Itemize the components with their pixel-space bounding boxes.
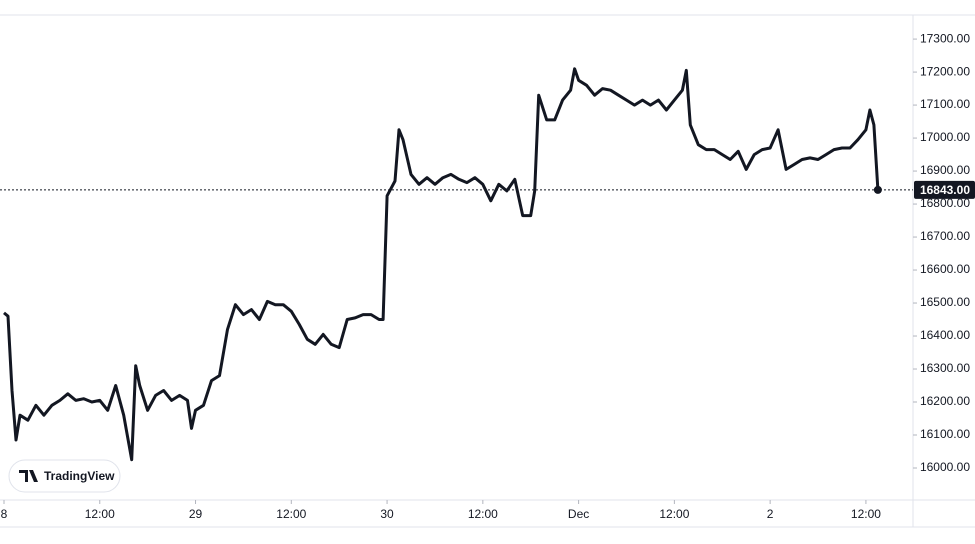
y-tick-label: 16300.00 [920,361,970,375]
x-tick-label: 12:00 [659,507,689,521]
last-point [873,185,882,194]
x-tick-label: 30 [380,507,394,521]
y-tick-label: 16900.00 [920,163,970,177]
y-tick-label: 16400.00 [920,328,970,342]
y-tick-label: 17300.00 [920,31,970,45]
x-tick-label: 29 [189,507,203,521]
x-tick-label: Dec [568,507,589,521]
x-tick-label: 12:00 [468,507,498,521]
x-tick-label: 12:00 [851,507,881,521]
y-tick-label: 16600.00 [920,262,970,276]
y-tick-label: 16800.00 [920,196,970,210]
last-price-box [914,180,975,199]
x-tick-label: 2 [767,507,774,521]
y-tick-label: 17200.00 [920,64,970,78]
last-price-label: 16843.00 [920,183,970,197]
y-tick-label: 17000.00 [920,130,970,144]
y-tick-label: 16000.00 [920,460,970,474]
x-tick-label: 12:00 [85,507,115,521]
watermark-badge[interactable]: TradingView [8,459,121,493]
y-tick-label: 17100.00 [920,97,970,111]
y-tick-label: 16700.00 [920,229,970,243]
y-tick-label: 16200.00 [920,394,970,408]
watermark: TradingView [44,469,115,483]
logo-icon [19,470,38,482]
x-tick-label: 12:00 [276,507,306,521]
x-tick-label: 8 [1,507,8,521]
y-tick-label: 16500.00 [920,295,970,309]
price-line [3,67,880,462]
y-tick-label: 16100.00 [920,427,970,441]
badge-bg [8,459,121,493]
